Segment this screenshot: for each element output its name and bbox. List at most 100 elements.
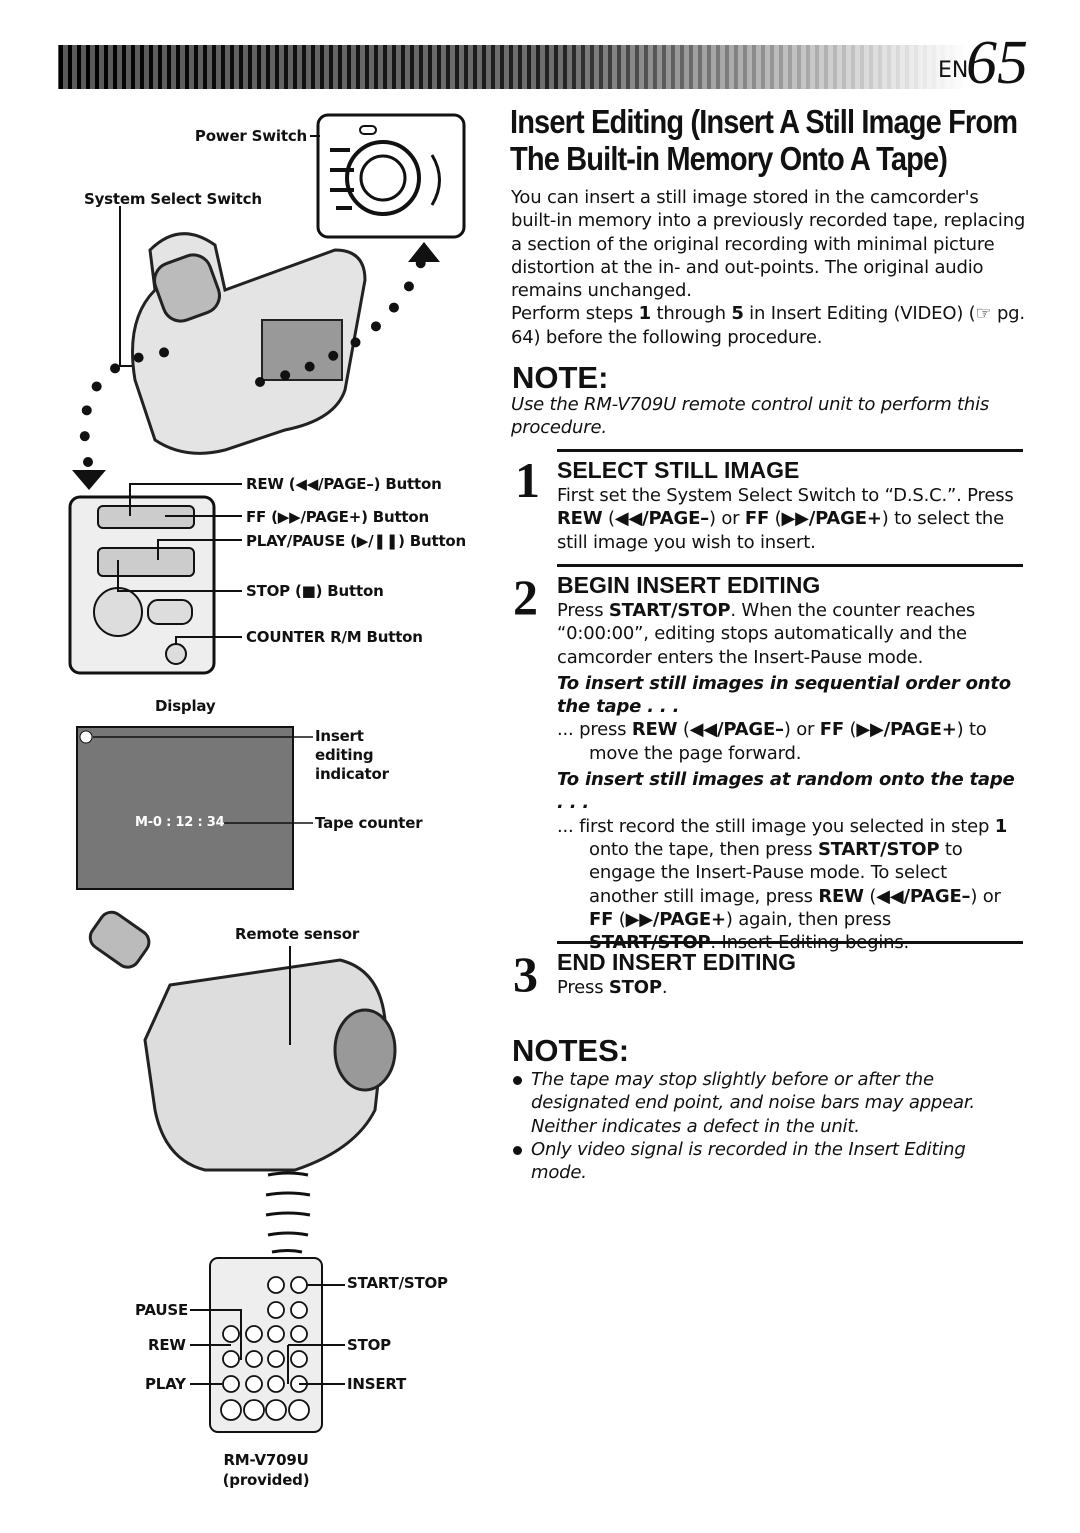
- step-body: Press STOP.: [557, 976, 1019, 999]
- insert-indicator: [79, 730, 93, 744]
- bold-run: ▶▶/PAGE+: [781, 508, 882, 530]
- label: PLAY: [145, 1375, 186, 1393]
- label: Remote sensor: [235, 925, 360, 943]
- text-run: (: [769, 508, 782, 530]
- bold-run: FF: [819, 719, 844, 741]
- case-text: ... first record the still image you sel…: [557, 815, 1019, 955]
- step-number: 3: [513, 946, 538, 1002]
- text-run: Press: [557, 977, 609, 998]
- paragraph: You can insert a still image stored in t…: [511, 186, 1026, 302]
- counter-readout: M-0 : 12 : 34: [135, 815, 225, 830]
- text-run: You can insert a still image stored in t…: [511, 187, 1026, 302]
- text-run: (: [863, 885, 877, 907]
- label: System Select Switch: [84, 190, 262, 208]
- viewfinder: [153, 253, 221, 323]
- note-item: The tape may stop slightly before or aft…: [511, 1068, 1023, 1138]
- dotted-arc: [79, 247, 430, 467]
- camcorder-side: [143, 958, 387, 1172]
- page-number: 65: [966, 29, 1028, 97]
- display-screen: [76, 726, 294, 890]
- label: STOP: [347, 1336, 391, 1354]
- label: FF (▶▶/PAGE+) Button: [246, 508, 429, 526]
- bold-run: ▶▶/PAGE+: [625, 908, 726, 930]
- step-heading: BEGIN INSERT EDITING: [557, 572, 821, 598]
- label: Tape counter: [315, 814, 423, 832]
- text-run: ) or: [970, 885, 1001, 907]
- text-run: .: [661, 977, 668, 998]
- dial-marks: [330, 148, 354, 210]
- leaders: [93, 736, 313, 824]
- note-item: Only video signal is recorded in the Ins…: [511, 1138, 1023, 1185]
- paragraph: Press START/STOP. When the counter reach…: [557, 599, 1019, 669]
- bold-run: ▶▶/PAGE+: [856, 719, 957, 741]
- intro: You can insert a still image stored in t…: [511, 186, 1026, 349]
- dial-arrow: [430, 154, 441, 206]
- label: PLAY/PAUSE (▶/❚❚) Button: [246, 532, 467, 550]
- bold-run: FF: [744, 508, 770, 530]
- title-line: Insert Editing (Insert A Still Image Fro…: [510, 103, 1018, 140]
- label: Insert editing indicator: [315, 727, 389, 783]
- lang: EN: [938, 58, 969, 83]
- text-run: ) to move the page forward.: [589, 719, 987, 764]
- leaders: [190, 1284, 345, 1385]
- text-run: (: [843, 719, 857, 741]
- text-run: ... first record the still image you sel…: [557, 815, 995, 837]
- bold-run: 5: [731, 303, 744, 325]
- rule: [557, 564, 1023, 567]
- label: COUNTER R/M Button: [246, 628, 423, 646]
- step-number: 1: [515, 452, 540, 508]
- bold-run: ◀◀/PAGE–: [689, 719, 784, 741]
- notes-list: The tape may stop slightly before or aft…: [511, 1068, 1023, 1184]
- dial: [345, 140, 421, 216]
- case-heading: To insert still images at random onto th…: [557, 769, 1015, 814]
- bold-run: ◀◀/PAGE–: [876, 885, 971, 907]
- text-run: Press: [557, 600, 609, 621]
- leaders: [117, 483, 242, 644]
- step-body: Press START/STOP. When the counter reach…: [557, 599, 1019, 954]
- text-run: ) or: [708, 508, 745, 530]
- bold-run: REW: [818, 885, 864, 907]
- counter-button: [165, 643, 187, 665]
- text-run: onto the tape, then press: [589, 838, 818, 860]
- case-heading: To insert still images in sequential ord…: [557, 672, 1011, 718]
- remote-buttons: [220, 1276, 310, 1421]
- bold-run: STOP: [608, 977, 662, 998]
- header-stripes: [58, 45, 968, 89]
- rule: [557, 941, 1023, 944]
- note-text: Use the RM-V709U remote control unit to …: [511, 394, 990, 439]
- label: INSERT: [347, 1375, 407, 1393]
- label: RM-V709U: [223, 1451, 309, 1469]
- jog: [93, 587, 143, 637]
- signal-waves: [265, 1171, 311, 1254]
- label: STOP (■) Button: [246, 582, 384, 600]
- step-heading: SELECT STILL IMAGE: [557, 457, 800, 483]
- button: [147, 599, 193, 625]
- bold-run: START/STOP: [608, 600, 731, 621]
- case-text: ... press REW (◀◀/PAGE–) or FF (▶▶/PAGE+…: [557, 718, 1019, 765]
- label: Display: [155, 697, 216, 715]
- eyepiece: [88, 910, 151, 969]
- text-run: ) to select the still image you wish to …: [557, 508, 1005, 553]
- lens: [333, 1008, 397, 1092]
- bold-run: START/STOP: [817, 838, 940, 860]
- text-run: in Insert Editing (VIDEO) (☞ pg. 64) bef…: [511, 303, 1025, 348]
- label: PAUSE: [135, 1301, 188, 1319]
- label: REW: [148, 1336, 186, 1354]
- text-run: ) again, then press: [725, 908, 892, 930]
- dial-lamp: [359, 125, 377, 135]
- text-run: (: [677, 719, 690, 741]
- dial-inner: [359, 154, 407, 202]
- text-run: First set the System Select Switch to “D…: [557, 485, 1014, 506]
- bold-run: 1: [994, 815, 1008, 837]
- note-heading: NOTE:: [512, 360, 609, 395]
- rule: [557, 449, 1023, 452]
- label: REW (◀◀/PAGE–) Button: [246, 475, 442, 493]
- label: (provided): [222, 1471, 310, 1489]
- lcd: [261, 319, 343, 381]
- text-run: . When the counter reaches “0:00:00”, ed…: [557, 600, 976, 668]
- title-line: The Built-in Memory Onto A Tape): [510, 140, 948, 177]
- label: START/STOP: [347, 1274, 448, 1292]
- paragraph: Perform steps 1 through 5 in Insert Edit…: [511, 302, 1026, 349]
